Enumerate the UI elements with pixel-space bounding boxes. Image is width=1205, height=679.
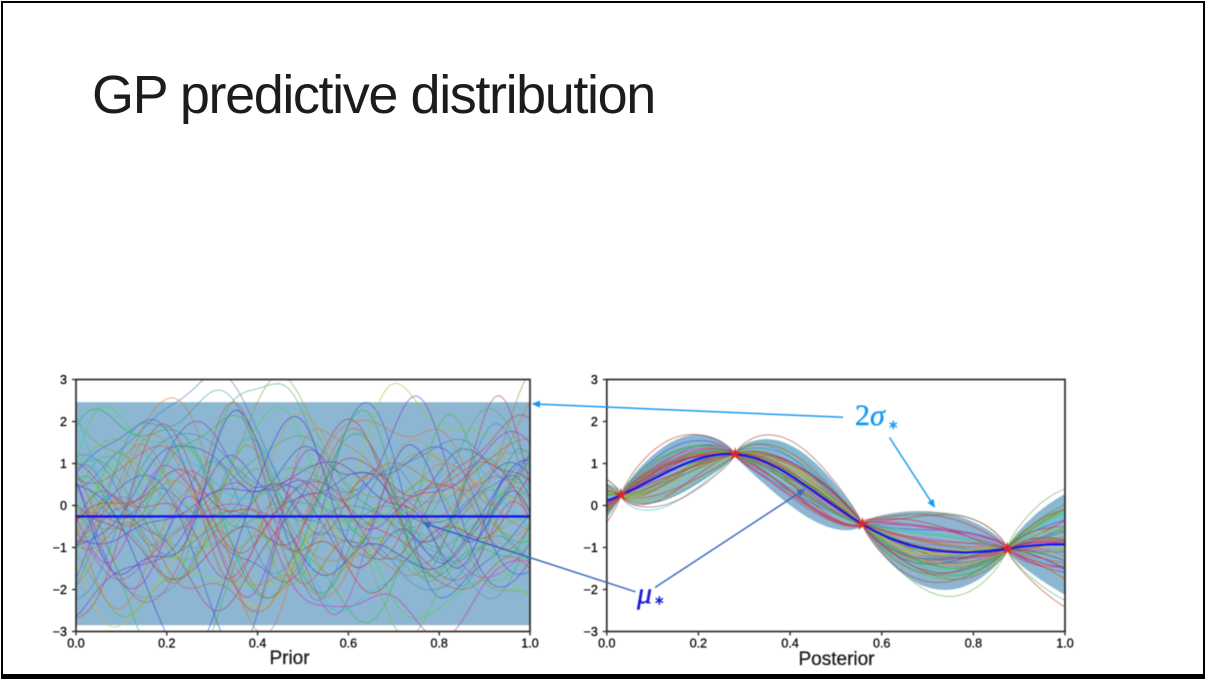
svg-text:0.2: 0.2	[690, 637, 707, 651]
svg-text:0.6: 0.6	[873, 637, 890, 651]
svg-text:−2: −2	[584, 583, 598, 597]
svg-text:−3: −3	[53, 625, 67, 639]
svg-text:0: 0	[591, 499, 598, 513]
svg-text:0.4: 0.4	[249, 637, 266, 651]
svg-text:3: 3	[60, 373, 67, 387]
svg-text:Prior: Prior	[269, 648, 310, 669]
svg-text:3: 3	[591, 373, 598, 387]
svg-text:0.8: 0.8	[431, 637, 448, 651]
svg-text:1: 1	[591, 457, 598, 471]
svg-text:0.0: 0.0	[67, 637, 84, 651]
svg-text:1.0: 1.0	[1056, 637, 1073, 651]
svg-text:0.2: 0.2	[158, 637, 175, 651]
svg-text:2σ: 2σ	[855, 399, 886, 432]
svg-text:0: 0	[60, 499, 67, 513]
svg-text:0.8: 0.8	[965, 637, 982, 651]
svg-text:μ: μ	[636, 577, 652, 610]
svg-text:2: 2	[591, 415, 598, 429]
svg-text:0.0: 0.0	[598, 637, 615, 651]
svg-text:−3: −3	[584, 625, 598, 639]
svg-text:−2: −2	[53, 583, 67, 597]
svg-text:1.0: 1.0	[521, 637, 538, 651]
svg-text:−1: −1	[584, 541, 598, 555]
svg-text:2: 2	[60, 415, 67, 429]
svg-text:−1: −1	[53, 541, 67, 555]
svg-text:0.6: 0.6	[340, 637, 357, 651]
svg-text:1: 1	[60, 457, 67, 471]
svg-text:Posterior: Posterior	[798, 649, 875, 670]
svg-text:0.4: 0.4	[781, 637, 798, 651]
